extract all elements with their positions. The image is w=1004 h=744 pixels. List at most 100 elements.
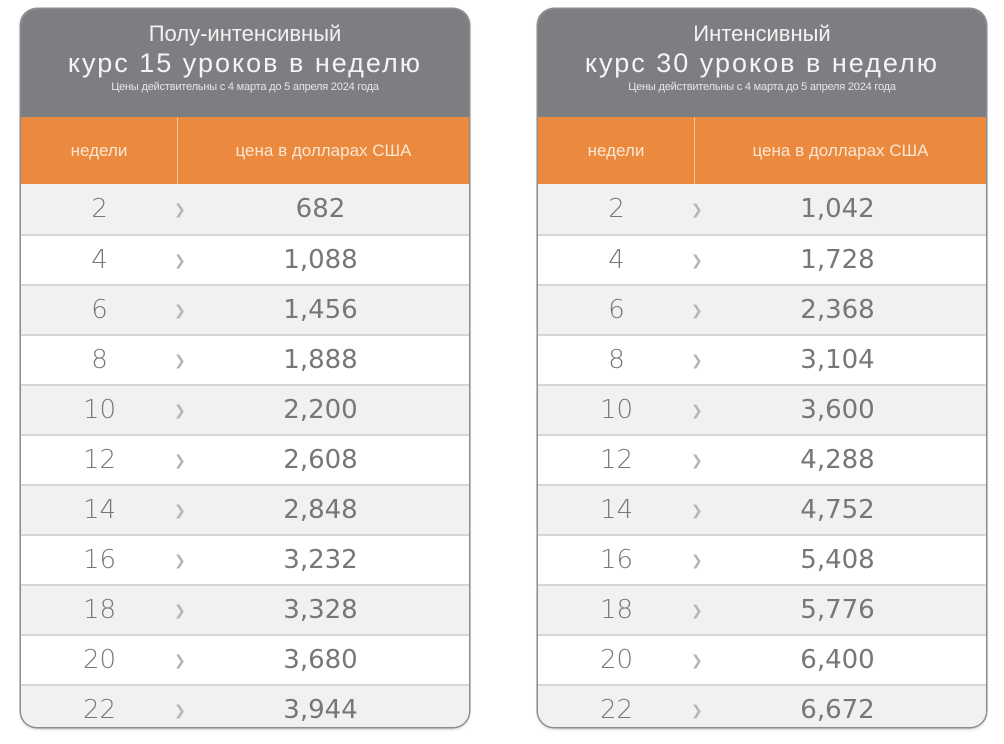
- price-cell: 3,104: [800, 345, 875, 375]
- weeks-cell: 8: [608, 345, 625, 375]
- chevron-right-icon: ❯: [174, 251, 186, 268]
- chevron-right-icon: ❯: [174, 451, 186, 468]
- table-row: 14 ❯ 4,752: [538, 484, 986, 534]
- column-header-price: цена в долларах США: [235, 141, 412, 160]
- table-row: 2 ❯ 682: [21, 184, 469, 234]
- weeks-cell: 10: [82, 395, 117, 425]
- price-cell: 1,088: [283, 245, 358, 275]
- price-cell: 2,848: [283, 495, 358, 525]
- price-cell: 682: [295, 194, 346, 224]
- weeks-cell: 12: [599, 445, 634, 475]
- weeks-cell: 4: [608, 245, 625, 275]
- chevron-right-icon: ❯: [691, 551, 703, 568]
- validity-note: Цены действительны с 4 марта до 5 апреля…: [628, 81, 896, 93]
- table-row: 12 ❯ 4,288: [538, 434, 986, 484]
- price-cell: 1,888: [283, 345, 358, 375]
- chevron-right-icon: ❯: [174, 651, 186, 668]
- price-cell: 6,400: [800, 645, 875, 675]
- price-cell: 5,408: [800, 545, 875, 575]
- table-row: 12 ❯ 2,608: [21, 434, 469, 484]
- table-row: 14 ❯ 2,848: [21, 484, 469, 534]
- table-row: 8 ❯ 3,104: [538, 334, 986, 384]
- table-row: 20 ❯ 6,400: [538, 634, 986, 684]
- price-cell: 5,776: [800, 595, 875, 625]
- table-row: 18 ❯ 5,776: [538, 584, 986, 634]
- chevron-right-icon: ❯: [174, 351, 186, 368]
- price-cell: 3,680: [283, 645, 358, 675]
- course-title: Интенсивный: [693, 21, 831, 46]
- weeks-cell: 20: [82, 645, 117, 675]
- chevron-right-icon: ❯: [174, 601, 186, 618]
- column-headers: недели цена в долларах США: [538, 117, 986, 184]
- column-header-weeks: недели: [538, 117, 695, 184]
- weeks-cell: 8: [91, 345, 108, 375]
- table-row: 6 ❯ 1,456: [21, 284, 469, 334]
- validity-note: Цены действительны с 4 марта до 5 апреля…: [111, 81, 379, 93]
- column-header-weeks: недели: [21, 117, 178, 184]
- chevron-right-icon: ❯: [174, 701, 186, 718]
- table-row: 22 ❯ 6,672: [538, 684, 986, 727]
- chevron-right-icon: ❯: [691, 601, 703, 618]
- weeks-cell: 2: [608, 194, 625, 224]
- price-cell: 4,752: [800, 495, 875, 525]
- table-row: 6 ❯ 2,368: [538, 284, 986, 334]
- column-header-price: цена в долларах США: [752, 141, 929, 160]
- price-cell: 1,042: [800, 194, 875, 224]
- price-cell: 2,200: [283, 395, 358, 425]
- chevron-right-icon: ❯: [691, 200, 703, 217]
- weeks-cell: 22: [82, 695, 117, 725]
- price-cell: 3,600: [800, 395, 875, 425]
- chevron-right-icon: ❯: [174, 301, 186, 318]
- table-row: 16 ❯ 3,232: [21, 534, 469, 584]
- price-cell: 4,288: [800, 445, 875, 475]
- table-row: 20 ❯ 3,680: [21, 634, 469, 684]
- table-row: 16 ❯ 5,408: [538, 534, 986, 584]
- chevron-right-icon: ❯: [691, 251, 703, 268]
- price-table-intensive: Интенсивный курс 30 уроков в неделю Цены…: [538, 9, 986, 727]
- weeks-cell: 22: [599, 695, 634, 725]
- weeks-cell: 16: [82, 545, 117, 575]
- table-header: Интенсивный курс 30 уроков в неделю Цены…: [538, 9, 986, 117]
- course-title: Полу-интенсивный: [148, 21, 342, 46]
- table-row: 8 ❯ 1,888: [21, 334, 469, 384]
- chevron-right-icon: ❯: [174, 551, 186, 568]
- price-cell: 3,944: [283, 695, 358, 725]
- weeks-cell: 14: [599, 495, 634, 525]
- chevron-right-icon: ❯: [691, 401, 703, 418]
- weeks-cell: 6: [91, 295, 108, 325]
- chevron-right-icon: ❯: [691, 701, 703, 718]
- weeks-cell: 20: [599, 645, 634, 675]
- chevron-right-icon: ❯: [174, 401, 186, 418]
- weeks-cell: 14: [82, 495, 117, 525]
- table-body: 2 ❯ 682 4 ❯ 1,088 6 ❯ 1,456 8 ❯ 1,888 10 ❯ 2,200 1…: [21, 184, 469, 727]
- weeks-cell: 6: [608, 295, 625, 325]
- weeks-cell: 12: [82, 445, 117, 475]
- chevron-right-icon: ❯: [174, 200, 186, 217]
- price-cell: 1,456: [283, 295, 358, 325]
- table-row: 10 ❯ 3,600: [538, 384, 986, 434]
- price-cell: 3,232: [283, 545, 358, 575]
- chevron-right-icon: ❯: [691, 501, 703, 518]
- price-cell: 2,368: [800, 295, 875, 325]
- chevron-right-icon: ❯: [691, 651, 703, 668]
- chevron-right-icon: ❯: [691, 301, 703, 318]
- column-headers: недели цена в долларах США: [21, 117, 469, 184]
- weeks-cell: 10: [599, 395, 634, 425]
- weeks-cell: 2: [91, 194, 108, 224]
- table-row: 18 ❯ 3,328: [21, 584, 469, 634]
- chevron-right-icon: ❯: [691, 451, 703, 468]
- price-cell: 6,672: [800, 695, 875, 725]
- price-table-semi-intensive: Полу-интенсивный курс 15 уроков в неделю…: [21, 9, 469, 727]
- weeks-cell: 4: [91, 245, 108, 275]
- chevron-right-icon: ❯: [174, 501, 186, 518]
- course-subtitle: курс 15 уроков в неделю: [67, 48, 423, 78]
- table-row: 4 ❯ 1,088: [21, 234, 469, 284]
- table-header: Полу-интенсивный курс 15 уроков в неделю…: [21, 9, 469, 117]
- table-row: 2 ❯ 1,042: [538, 184, 986, 234]
- table-body: 2 ❯ 1,042 4 ❯ 1,728 6 ❯ 2,368 8 ❯ 3,104 10 ❯ 3,600…: [538, 184, 986, 727]
- chevron-right-icon: ❯: [691, 351, 703, 368]
- table-row: 22 ❯ 3,944: [21, 684, 469, 727]
- price-cell: 3,328: [283, 595, 358, 625]
- weeks-cell: 18: [82, 595, 117, 625]
- table-row: 10 ❯ 2,200: [21, 384, 469, 434]
